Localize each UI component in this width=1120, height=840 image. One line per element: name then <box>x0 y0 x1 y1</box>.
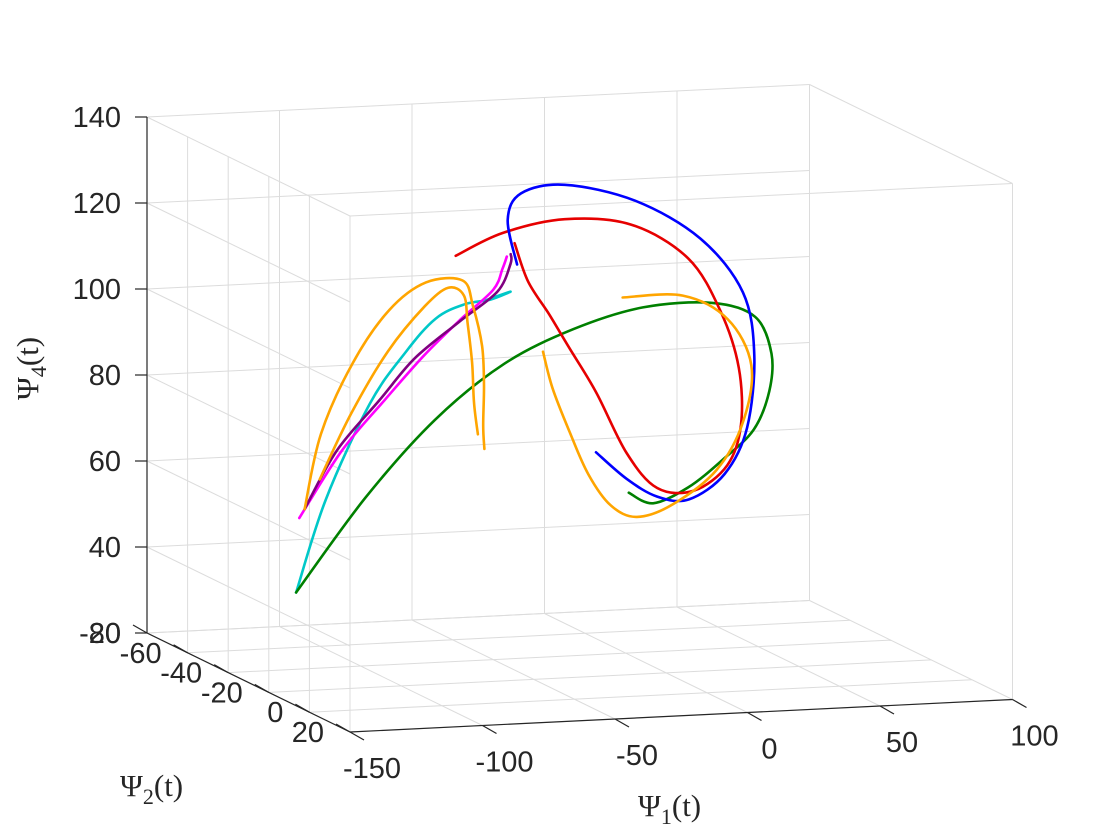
grid-line <box>676 606 881 707</box>
grid-line <box>349 183 1013 217</box>
trajectory-line <box>303 252 513 511</box>
y-tick-label: -40 <box>160 658 202 690</box>
grid-line <box>146 170 810 204</box>
z-tick-label: 140 <box>73 102 121 134</box>
grid-line <box>146 514 810 548</box>
trajectory-line <box>298 255 509 520</box>
x-tick-mark <box>879 705 895 715</box>
grid-line <box>279 626 483 726</box>
grid-line <box>146 460 351 561</box>
grid-line <box>146 428 810 462</box>
y-tick-mark <box>173 644 188 654</box>
grid-line <box>146 374 351 475</box>
trajectory-line <box>506 183 756 503</box>
z-tick-label: 40 <box>89 532 121 564</box>
x-tick-label: 0 <box>761 734 777 766</box>
y-tick-label: -60 <box>120 638 162 670</box>
z-tick-label: 120 <box>73 188 121 220</box>
x-tick-label: -100 <box>475 747 533 779</box>
x-tick-mark <box>349 731 365 741</box>
grid-line <box>228 639 891 674</box>
grid-line <box>146 84 810 118</box>
y-tick-mark <box>254 683 270 693</box>
grid-line <box>146 600 810 634</box>
z-tick-label: 60 <box>89 446 121 478</box>
grid-lines <box>146 84 1013 733</box>
grid-line <box>411 619 616 720</box>
grid-line <box>146 116 351 217</box>
trajectory-line <box>294 301 774 594</box>
grid-line <box>146 546 351 647</box>
grid-line <box>146 202 351 303</box>
trajectory-line <box>454 217 744 495</box>
x-tick-label: -150 <box>343 753 401 785</box>
y-tick-label: -20 <box>201 677 243 709</box>
z-tick-label: 100 <box>73 274 121 306</box>
z-tick-label: 80 <box>89 360 121 392</box>
trajectory-curves <box>294 183 774 594</box>
trajectory-line <box>541 293 754 519</box>
x-axis-line <box>349 698 1013 733</box>
y-tick-mark <box>132 624 148 634</box>
grid-line <box>146 342 810 376</box>
y-axis-label: Ψ2(t) <box>120 768 183 809</box>
trajectory-line <box>294 290 512 594</box>
grid-line <box>809 84 1013 184</box>
y-tick-mark <box>213 664 229 674</box>
grid-line <box>268 659 932 693</box>
y-tick-mark <box>295 703 310 713</box>
z-axis-label: Ψ4(t) <box>10 337 51 400</box>
x-tick-label: -50 <box>616 740 658 772</box>
x-tick-label: 50 <box>886 727 918 759</box>
grid-line <box>809 600 1013 700</box>
grid-line <box>309 679 972 713</box>
x-tick-mark <box>1012 698 1027 709</box>
y-tick-mark <box>335 723 351 733</box>
y-tick-label: -80 <box>79 618 121 650</box>
tick-labels: -150 -100 -50 0 50 100 -80-60-40-20 0 20 20 40 60 80… <box>73 102 1059 785</box>
y-tick-label: 20 <box>292 717 324 749</box>
grid-line <box>146 288 351 389</box>
grid-line <box>544 613 748 713</box>
x-tick-mark <box>747 711 762 722</box>
z-tick-label: 20 <box>89 618 121 650</box>
axis-lines <box>146 117 1013 733</box>
trajectory-line <box>303 276 486 511</box>
grid-line <box>146 256 810 290</box>
grid-line <box>187 619 851 654</box>
x-tick-mark <box>614 718 630 728</box>
x-tick-mark <box>482 724 497 735</box>
x-tick-label: 100 <box>1010 721 1058 753</box>
trajectory-line <box>318 286 480 481</box>
x-axis-label: Ψ1(t) <box>638 788 701 829</box>
y-tick-label: 0 <box>267 697 283 729</box>
